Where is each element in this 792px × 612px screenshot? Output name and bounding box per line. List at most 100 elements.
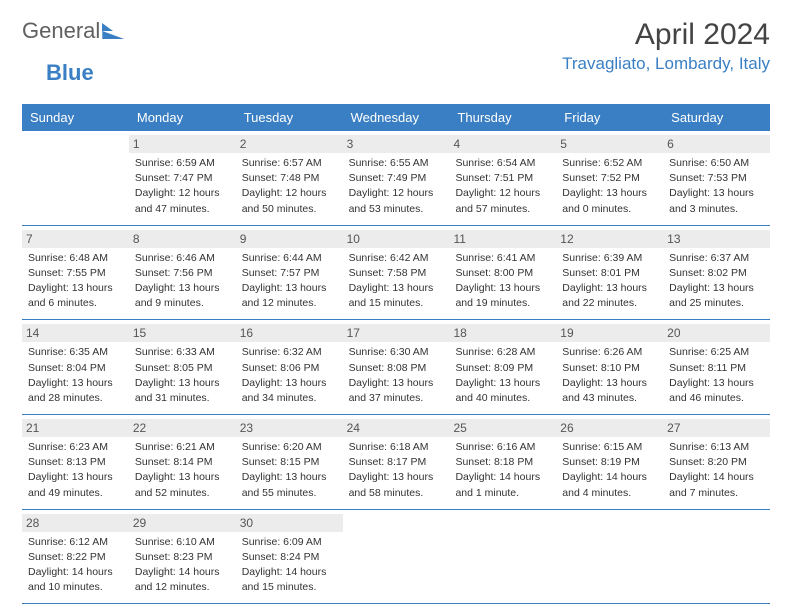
sunrise-text: Sunrise: 6:37 AM [669, 251, 764, 265]
calendar-day: 24 Sunrise: 6:18 AMSunset: 8:17 PMDayligh… [343, 415, 450, 509]
day-number: 30 [236, 514, 343, 532]
daylight2-text: and 6 minutes. [28, 296, 123, 310]
calendar-week: 14Sunrise: 6:35 AMSunset: 8:04 PMDayligh… [22, 320, 770, 415]
sunrise-text: Sunrise: 6:26 AM [562, 345, 657, 359]
day-details: Sunrise: 6:20 AMSunset: 8:15 PMDaylight:… [242, 440, 337, 500]
calendar-day: 27Sunrise: 6:13 AMSunset: 8:20 PMDayligh… [663, 415, 770, 509]
sunset-text: Sunset: 8:20 PM [669, 455, 764, 469]
sunrise-text: Sunrise: 6:12 AM [28, 535, 123, 549]
calendar-day: 28 Sunrise: 6:12 AMSunset: 8:22 PMDayligh… [22, 510, 129, 604]
sunset-text: Sunset: 8:08 PM [349, 361, 444, 375]
sunset-text: Sunset: 8:00 PM [455, 266, 550, 280]
calendar-day: 2Sunrise: 6:57 AMSunset: 7:48 PMDaylight… [236, 131, 343, 225]
sunrise-text: Sunrise: 6:25 AM [669, 345, 764, 359]
calendar-day: 15Sunrise: 6:33 AMSunset: 8:05 PMDayligh… [129, 320, 236, 414]
sunset-text: Sunset: 8:15 PM [242, 455, 337, 469]
day-number: 26 [556, 419, 663, 437]
calendar-day: 21Sunrise: 6:23 AMSunset: 8:13 PMDayligh… [22, 415, 129, 509]
day-details: Sunrise: 6:33 AMSunset: 8:05 PMDaylight:… [135, 345, 230, 405]
day-details: Sunrise: 6:09 AMSunset: 8:24 PMDaylight:… [242, 535, 337, 595]
day-details: Sunrise: 6:41 AMSunset: 8:00 PMDaylight:… [455, 251, 550, 311]
sunrise-text: Sunrise: 6:23 AM [28, 440, 123, 454]
day-number: 24 [343, 419, 450, 437]
daylight2-text: and 19 minutes. [455, 296, 550, 310]
sunset-text: Sunset: 8:13 PM [28, 455, 123, 469]
daylight2-text: and 52 minutes. [135, 486, 230, 500]
daylight2-text: and 55 minutes. [242, 486, 337, 500]
calendar-day: 3Sunrise: 6:55 AMSunset: 7:49 PMDaylight… [343, 131, 450, 225]
calendar-day: 9 Sunrise: 6:44 AMSunset: 7:57 PMDaylight… [236, 226, 343, 320]
daylight2-text: and 1 minute. [455, 486, 550, 500]
daylight2-text: and 15 minutes. [349, 296, 444, 310]
sunset-text: Sunset: 7:52 PM [562, 171, 657, 185]
sunrise-text: Sunrise: 6:44 AM [242, 251, 337, 265]
day-details: Sunrise: 6:50 AMSunset: 7:53 PMDaylight:… [669, 156, 764, 216]
calendar-week: 28 Sunrise: 6:12 AMSunset: 8:22 PMDayligh… [22, 510, 770, 605]
sunset-text: Sunset: 8:01 PM [562, 266, 657, 280]
day-number: 28 [22, 514, 129, 532]
daylight2-text: and 53 minutes. [349, 202, 444, 216]
daylight2-text: and 40 minutes. [455, 391, 550, 405]
sunrise-text: Sunrise: 6:28 AM [455, 345, 550, 359]
day-details: Sunrise: 6:18 AMSunset: 8:17 PMDaylight:… [349, 440, 444, 500]
sunset-text: Sunset: 7:57 PM [242, 266, 337, 280]
sunrise-text: Sunrise: 6:46 AM [135, 251, 230, 265]
sunrise-text: Sunrise: 6:32 AM [242, 345, 337, 359]
daylight1-text: Daylight: 14 hours [455, 470, 550, 484]
sunrise-text: Sunrise: 6:30 AM [349, 345, 444, 359]
day-number: 16 [236, 324, 343, 342]
daylight1-text: Daylight: 13 hours [28, 470, 123, 484]
brand-logo: General [22, 18, 124, 44]
calendar-day: 18Sunrise: 6:28 AMSunset: 8:09 PMDayligh… [449, 320, 556, 414]
sunset-text: Sunset: 8:11 PM [669, 361, 764, 375]
weekday-header: Tuesday [236, 104, 343, 131]
day-details: Sunrise: 6:42 AMSunset: 7:58 PMDaylight:… [349, 251, 444, 311]
daylight1-text: Daylight: 13 hours [135, 281, 230, 295]
daylight2-text: and 57 minutes. [455, 202, 550, 216]
calendar-day: 10Sunrise: 6:42 AMSunset: 7:58 PMDayligh… [343, 226, 450, 320]
calendar-day: 5Sunrise: 6:52 AMSunset: 7:52 PMDaylight… [556, 131, 663, 225]
sunrise-text: Sunrise: 6:33 AM [135, 345, 230, 359]
daylight1-text: Daylight: 13 hours [28, 281, 123, 295]
sunset-text: Sunset: 8:18 PM [455, 455, 550, 469]
daylight1-text: Daylight: 13 hours [242, 281, 337, 295]
sunrise-text: Sunrise: 6:48 AM [28, 251, 123, 265]
day-details: Sunrise: 6:10 AMSunset: 8:23 PMDaylight:… [135, 535, 230, 595]
calendar-day: 16Sunrise: 6:32 AMSunset: 8:06 PMDayligh… [236, 320, 343, 414]
day-details: Sunrise: 6:54 AMSunset: 7:51 PMDaylight:… [455, 156, 550, 216]
daylight2-text: and 22 minutes. [562, 296, 657, 310]
page-title: April 2024 [562, 18, 770, 52]
sunset-text: Sunset: 8:06 PM [242, 361, 337, 375]
sunset-text: Sunset: 8:05 PM [135, 361, 230, 375]
day-details: Sunrise: 6:25 AMSunset: 8:11 PMDaylight:… [669, 345, 764, 405]
calendar-day [22, 131, 129, 225]
sunrise-text: Sunrise: 6:35 AM [28, 345, 123, 359]
sunset-text: Sunset: 8:22 PM [28, 550, 123, 564]
sunset-text: Sunset: 7:53 PM [669, 171, 764, 185]
day-number: 29 [129, 514, 236, 532]
day-number: 18 [449, 324, 556, 342]
daylight2-text: and 10 minutes. [28, 580, 123, 594]
day-details: Sunrise: 6:59 AMSunset: 7:47 PMDaylight:… [135, 156, 230, 216]
daylight1-text: Daylight: 14 hours [28, 565, 123, 579]
day-details: Sunrise: 6:23 AMSunset: 8:13 PMDaylight:… [28, 440, 123, 500]
calendar-day [556, 510, 663, 604]
sunrise-text: Sunrise: 6:55 AM [349, 156, 444, 170]
sunrise-text: Sunrise: 6:10 AM [135, 535, 230, 549]
daylight2-text: and 12 minutes. [242, 296, 337, 310]
calendar-day: 14Sunrise: 6:35 AMSunset: 8:04 PMDayligh… [22, 320, 129, 414]
daylight1-text: Daylight: 13 hours [562, 376, 657, 390]
daylight2-text: and 12 minutes. [135, 580, 230, 594]
calendar-day: 30 Sunrise: 6:09 AMSunset: 8:24 PMDayligh… [236, 510, 343, 604]
daylight2-text: and 50 minutes. [242, 202, 337, 216]
day-details: Sunrise: 6:48 AMSunset: 7:55 PMDaylight:… [28, 251, 123, 311]
daylight2-text: and 25 minutes. [669, 296, 764, 310]
daylight2-text: and 58 minutes. [349, 486, 444, 500]
daylight2-text: and 0 minutes. [562, 202, 657, 216]
day-number: 9 [236, 230, 343, 248]
sunrise-text: Sunrise: 6:15 AM [562, 440, 657, 454]
brand-part2: Blue [46, 60, 94, 85]
daylight1-text: Daylight: 12 hours [349, 186, 444, 200]
daylight2-text: and 49 minutes. [28, 486, 123, 500]
sunset-text: Sunset: 8:23 PM [135, 550, 230, 564]
